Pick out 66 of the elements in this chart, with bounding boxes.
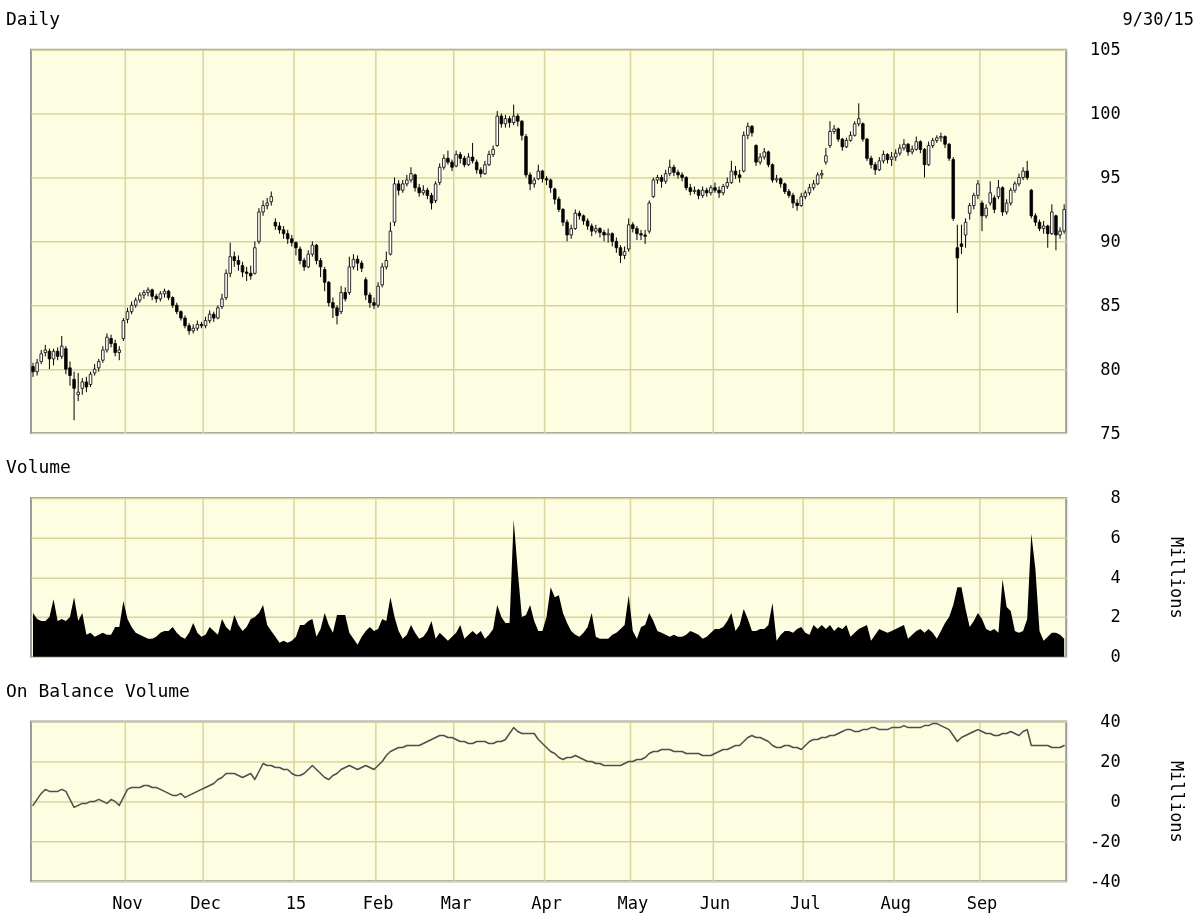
candlestick <box>980 199 984 232</box>
candlestick <box>511 104 516 126</box>
candlestick <box>47 348 52 370</box>
y-tick-label: 0 <box>1110 646 1121 667</box>
y-tick-label: 6 <box>1110 527 1121 548</box>
candlestick <box>902 138 906 152</box>
candlestick <box>754 143 758 167</box>
y-tick-label: 85 <box>1100 294 1121 315</box>
y-tick-label: 80 <box>1100 358 1121 379</box>
y-tick-label: 105 <box>1089 39 1121 60</box>
candlestick <box>717 185 721 199</box>
x-tick-label: Aug <box>880 892 912 913</box>
candlestick <box>31 362 35 378</box>
candlestick <box>824 147 828 166</box>
x-tick-label: Apr <box>531 892 562 913</box>
candlestick <box>598 226 602 239</box>
chart-title: Volume <box>5 455 71 477</box>
candlestick <box>828 120 832 149</box>
y-tick-label: -40 <box>1089 870 1121 891</box>
candlestick <box>635 225 639 241</box>
x-tick-label: Mar <box>440 892 472 913</box>
candlestick <box>955 224 960 314</box>
candlestick <box>713 182 717 194</box>
y-tick-label: 20 <box>1100 750 1121 771</box>
y-tick-label: 2 <box>1110 606 1121 627</box>
candlestick <box>409 166 413 184</box>
candlestick <box>121 317 126 342</box>
x-tick-label: Sep <box>966 892 998 913</box>
candlestick <box>672 164 676 177</box>
x-tick-label: 15 <box>285 892 307 913</box>
candlestick <box>988 180 992 207</box>
candlestick <box>963 217 968 249</box>
y-tick-label: 90 <box>1100 230 1121 251</box>
x-tick-label: Jun <box>699 892 731 913</box>
candlestick <box>1050 203 1054 236</box>
x-tick-label: May <box>617 892 649 913</box>
chart-title: Daily <box>5 7 61 29</box>
x-tick-label: Feb <box>362 892 394 913</box>
y-tick-label: 4 <box>1110 566 1121 587</box>
x-tick-label: Nov <box>112 892 143 913</box>
y-tick-label: 0 <box>1110 790 1121 811</box>
candlestick <box>1054 214 1058 251</box>
candlestick <box>146 286 150 297</box>
line-series <box>32 722 1065 809</box>
chart-title: On Balance Volume <box>5 679 190 701</box>
candlestick <box>750 124 754 138</box>
candlestick <box>1062 203 1066 235</box>
candlestick <box>959 224 964 255</box>
candlestick <box>602 229 606 242</box>
y-tick-label: 75 <box>1100 422 1121 443</box>
x-tick-label: Dec <box>190 892 221 913</box>
y-axis-title: Millions <box>1166 761 1187 843</box>
candlestick <box>1025 160 1029 181</box>
y-tick-label: 40 <box>1100 711 1121 732</box>
text: 9/30/15 <box>1122 8 1195 29</box>
y-tick-label: 100 <box>1089 103 1121 124</box>
y-tick-label: -20 <box>1089 830 1121 851</box>
candlestick <box>939 132 943 143</box>
y-tick-label: 8 <box>1110 487 1121 508</box>
candlestick <box>142 289 146 300</box>
candlestick <box>676 169 680 180</box>
x-tick-label: Jul <box>790 892 821 913</box>
candlestick <box>639 229 643 241</box>
y-axis-title: Millions <box>1166 536 1187 619</box>
candlestick <box>926 141 931 167</box>
y-tick-label: 95 <box>1100 166 1121 187</box>
